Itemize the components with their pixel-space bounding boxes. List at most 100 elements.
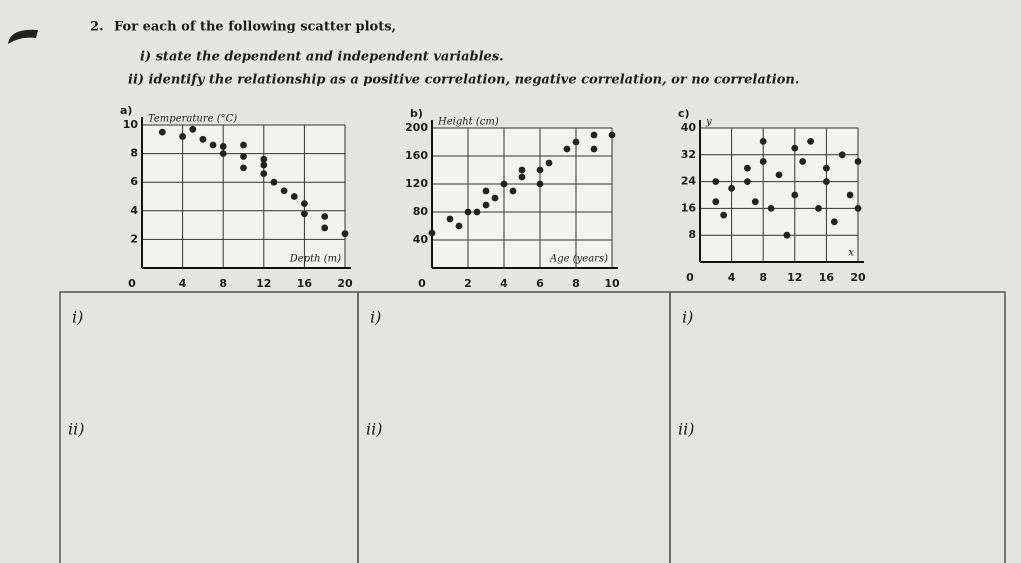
question-number: 2. xyxy=(90,20,104,35)
scatter-point xyxy=(751,198,759,206)
scatter-point xyxy=(179,133,187,140)
scatter-point xyxy=(290,193,298,200)
scatter-point xyxy=(830,218,838,226)
y-tick-label: 200 xyxy=(405,121,428,134)
scatter-point xyxy=(590,145,598,153)
scatter-point xyxy=(240,153,247,160)
scatter-point xyxy=(815,205,822,212)
scatter-point xyxy=(491,194,499,202)
scatter-point xyxy=(464,208,472,216)
y-tick-label: 120 xyxy=(405,177,428,190)
scatter-point xyxy=(791,144,799,152)
x-tick-label: 8 xyxy=(572,277,580,290)
scatter-point xyxy=(744,164,751,172)
scatter-point xyxy=(536,166,544,174)
scatter-point xyxy=(728,184,735,192)
question-text: For each of the following scatter plots, xyxy=(114,20,396,35)
scatter-point xyxy=(428,229,436,237)
scatter-point xyxy=(854,205,862,212)
plot-area xyxy=(700,128,858,262)
question-item: ii) identify the relationship as a posit… xyxy=(128,73,799,88)
x-axis-title: x xyxy=(848,248,854,259)
answer-label: i) xyxy=(370,308,381,327)
answer-label: ii) xyxy=(366,420,382,439)
x-tick-label: 16 xyxy=(819,271,835,284)
y-tick-label: 40 xyxy=(413,233,429,246)
scatter-point xyxy=(260,170,268,178)
scatter-point xyxy=(301,210,308,218)
scatter-point xyxy=(260,155,268,163)
scatter-point xyxy=(783,231,791,239)
scatter-point xyxy=(482,201,490,209)
x-tick-label: 12 xyxy=(256,277,271,290)
scatter-point xyxy=(500,180,508,188)
scatter-point xyxy=(775,171,783,179)
scatter-point xyxy=(509,187,517,195)
x-tick-label: 8 xyxy=(219,277,227,290)
x-tick-label: 16 xyxy=(297,277,313,290)
y-axis-title: y xyxy=(705,117,712,128)
plot-label: a) xyxy=(120,104,132,117)
scatter-point xyxy=(270,178,278,186)
scatter-point xyxy=(799,158,807,165)
scatter-point xyxy=(712,198,720,206)
x-tick-label: 6 xyxy=(536,277,544,290)
x-tick-label: 20 xyxy=(850,271,866,284)
scatter-point xyxy=(823,164,830,172)
scatter-point xyxy=(158,128,166,136)
scatter-point xyxy=(301,200,308,208)
x-axis-title: Age (years) xyxy=(549,254,608,265)
x-tick-label: 10 xyxy=(604,277,620,290)
scatter-point xyxy=(823,178,830,186)
scatter-point xyxy=(518,166,526,174)
x-tick-label: 0 xyxy=(418,277,426,290)
scatter-point xyxy=(341,230,349,238)
scatter-point xyxy=(482,187,490,195)
scatter-point xyxy=(321,213,329,220)
question-item: i) state the dependent and independent v… xyxy=(140,50,504,65)
y-tick-label: 32 xyxy=(681,148,696,161)
scatter-point xyxy=(240,164,247,172)
scatter-point xyxy=(720,211,728,219)
scatter-point xyxy=(712,178,720,186)
scatter-point xyxy=(260,161,268,169)
scatter-point xyxy=(838,151,846,159)
x-tick-label: 12 xyxy=(787,271,802,284)
x-tick-label: 0 xyxy=(128,277,136,290)
scatter-point xyxy=(590,131,598,139)
plot-label: c) xyxy=(678,107,690,120)
y-tick-label: 160 xyxy=(405,149,428,162)
answer-label: ii) xyxy=(68,420,84,439)
y-axis-title: Temperature (°C) xyxy=(148,114,237,125)
y-tick-label: 40 xyxy=(681,121,697,134)
scatter-point xyxy=(518,173,526,181)
scatter-point xyxy=(240,141,247,149)
y-tick-label: 16 xyxy=(681,201,697,214)
scatter-point xyxy=(563,145,571,153)
x-tick-label: 4 xyxy=(179,277,187,290)
scatter-point xyxy=(536,180,544,188)
answer-label: ii) xyxy=(678,420,694,439)
scatter-point xyxy=(473,208,481,216)
x-tick-label: 0 xyxy=(686,271,694,284)
scatter-point xyxy=(608,131,616,139)
scatter-point xyxy=(280,187,288,195)
x-tick-label: 4 xyxy=(728,271,736,284)
y-tick-label: 24 xyxy=(681,175,697,188)
scatter-point xyxy=(199,135,207,143)
scatter-point xyxy=(455,222,463,230)
scatter-point xyxy=(545,159,553,167)
scatter-point xyxy=(791,191,799,199)
y-tick-label: 4 xyxy=(130,204,138,217)
answer-box xyxy=(669,291,1006,563)
scatter-point xyxy=(759,158,767,165)
scatter-point xyxy=(759,138,767,145)
x-tick-label: 8 xyxy=(759,271,767,284)
scatter-point xyxy=(854,158,862,165)
y-axis-title: Height (cm) xyxy=(437,117,499,128)
scatter-point xyxy=(572,138,580,146)
x-axis-title: Depth (m) xyxy=(289,254,341,265)
scatter-point xyxy=(767,205,775,212)
